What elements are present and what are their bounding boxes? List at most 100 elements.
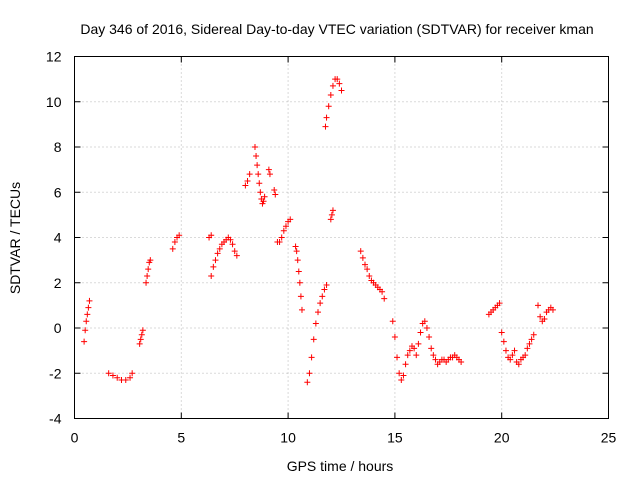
data-point: 15.7, -1 bbox=[406, 347, 413, 354]
data-point: 3.15, -0.3 bbox=[138, 331, 145, 338]
data-point: 14.9, 0.3 bbox=[389, 318, 396, 325]
data-point: 0.55, 0.3 bbox=[83, 318, 90, 325]
data-point: 9.15, 6.8 bbox=[266, 171, 273, 178]
data-point: 8.65, 6.4 bbox=[256, 180, 263, 187]
data-point: 9.7, 4 bbox=[278, 234, 285, 241]
data-point: 3.45, 2.6 bbox=[145, 266, 152, 273]
data-point: 15.4, -2.1 bbox=[400, 372, 407, 379]
data-point: 9.35, 6.1 bbox=[271, 186, 278, 193]
data-point: 0.7, 1.2 bbox=[86, 297, 93, 304]
data-point: 13.5, 3.1 bbox=[359, 254, 366, 261]
data-point: 10.65, 0.8 bbox=[298, 306, 305, 313]
data-point: 20, -0.2 bbox=[498, 329, 505, 336]
data-point: 3.4, 2.3 bbox=[144, 272, 151, 279]
data-point: 14.5, 1.3 bbox=[381, 295, 388, 302]
data-point: 7.6, 3.2 bbox=[233, 252, 240, 259]
data-point: 12.3, 11 bbox=[334, 76, 341, 83]
data-point: 6.6, 3 bbox=[212, 257, 219, 264]
data-point: 3.35, 2 bbox=[143, 279, 150, 286]
x-tick-label: 10 bbox=[280, 430, 296, 446]
data-point: 0.65, 0.9 bbox=[85, 304, 92, 311]
data-point: 15.9, -0.9 bbox=[411, 345, 418, 352]
data-point: 7.5, 3.4 bbox=[231, 248, 238, 255]
data-point: 0.6, 0.6 bbox=[84, 311, 91, 318]
plot-frame bbox=[74, 56, 609, 419]
data-point: 15.1, -1.3 bbox=[394, 354, 401, 361]
data-point: 9.6, 3.8 bbox=[276, 239, 283, 246]
data-point: 8.45, 8 bbox=[251, 144, 258, 150]
data-point: 16.4, 0.3 bbox=[421, 318, 428, 325]
data-point: 11.3, 0.2 bbox=[312, 320, 319, 327]
data-point: 0.45, -0.6 bbox=[81, 338, 88, 345]
data-point: 4.9, 4.1 bbox=[176, 232, 183, 239]
data-point: 4.7, 3.8 bbox=[171, 239, 178, 246]
data-point: 12.1, 5.2 bbox=[329, 207, 336, 214]
data-point: 10.1, 4.8 bbox=[287, 216, 294, 223]
data-point: 6.4, 2.3 bbox=[208, 272, 215, 279]
y-tick-label: -4 bbox=[49, 411, 62, 427]
data-point: 10.5, 2.5 bbox=[295, 268, 302, 275]
data-point: 21.7, 1 bbox=[535, 302, 542, 309]
data-point: 22.4, 0.8 bbox=[549, 306, 556, 313]
data-point: 20.1, -0.6 bbox=[500, 338, 507, 345]
data-point: 8.1, 6.5 bbox=[244, 177, 251, 184]
data-point: 11.8, 1.9 bbox=[323, 282, 330, 289]
y-tick-label: -2 bbox=[49, 365, 62, 381]
data-point: 2.7, -2 bbox=[129, 370, 136, 377]
data-point: 10.9, -2.4 bbox=[304, 379, 311, 386]
x-tick-label: 25 bbox=[601, 430, 617, 446]
data-point: 3.55, 3 bbox=[147, 257, 154, 264]
data-point: 3.1, -0.5 bbox=[137, 336, 144, 343]
data-point: 20.5, -1.2 bbox=[509, 352, 516, 359]
data-point: 8.55, 7.2 bbox=[254, 162, 261, 169]
data-point: 16.8, -1.2 bbox=[430, 352, 437, 359]
x-tick-label: 15 bbox=[387, 430, 403, 446]
x-tick-label: 5 bbox=[177, 430, 185, 446]
data-point: 11, -2 bbox=[306, 370, 313, 377]
data-point: 15, -0.4 bbox=[391, 334, 398, 341]
data-point: 12, 4.8 bbox=[327, 216, 334, 223]
x-axis-label: GPS time / hours bbox=[287, 458, 394, 474]
data-point: 20.4, -1.4 bbox=[507, 356, 514, 363]
data-point: 11.5, 1.1 bbox=[317, 300, 324, 307]
data-point: 6.4, 4.1 bbox=[208, 232, 215, 239]
data-point: 8.5, 7.6 bbox=[253, 153, 260, 160]
y-tick-label: 8 bbox=[54, 139, 62, 155]
x-tick-label: 20 bbox=[494, 430, 510, 446]
data-point: 10.6, 1.4 bbox=[297, 293, 304, 300]
data-point: 21.2, -0.9 bbox=[524, 345, 531, 352]
data-point: 2.4, -2.3 bbox=[122, 377, 129, 384]
y-axis-label: SDTVAR / TECUs bbox=[7, 182, 23, 294]
data-point: 10.4, 3.4 bbox=[293, 248, 300, 255]
data-point: 13.8, 2.3 bbox=[366, 272, 373, 279]
y-tick-label: 10 bbox=[46, 94, 62, 110]
data-point: 9.1, 7 bbox=[265, 166, 272, 173]
data-point: 6.8, 3.5 bbox=[216, 245, 223, 252]
data-point: 11.1, -1.3 bbox=[308, 354, 315, 361]
data-points: 0.45, -0.6 0.5, -0.1 0.55, 0.30.6, 0.60.65… bbox=[81, 76, 556, 386]
data-point: 16.5, 0 bbox=[423, 325, 430, 331]
data-point: 6.7, 3.3 bbox=[214, 250, 221, 257]
data-point: 10.45, 3 bbox=[294, 257, 301, 264]
data-point: 2, -2.2 bbox=[114, 374, 121, 381]
data-point: 15.6, -1.2 bbox=[404, 352, 411, 359]
x-tick-label: 0 bbox=[71, 430, 79, 446]
data-point: 0.5, -0.1 bbox=[82, 327, 89, 334]
data-point: 15.2, -2 bbox=[396, 370, 403, 377]
data-point: 20.8, -1.6 bbox=[515, 361, 522, 368]
data-point: 12.4, 10.8 bbox=[336, 80, 343, 87]
data-point: 8.85, 5.6 bbox=[260, 198, 267, 205]
data-point: 21.4, -0.5 bbox=[528, 336, 535, 343]
data-point: 19.9, 1.1 bbox=[496, 300, 503, 307]
data-point: 14.4, 1.6 bbox=[379, 288, 386, 295]
data-point: 8.6, 6.8 bbox=[255, 171, 262, 178]
data-point: 16.2, -0.2 bbox=[417, 329, 424, 336]
chart-title: Day 346 of 2016, Sidereal Day-to-day VTE… bbox=[80, 21, 593, 37]
data-point: 22, 0.4 bbox=[541, 315, 548, 322]
data-point: 11.75, 8.9 bbox=[322, 123, 329, 130]
data-point: 11.2, -0.5 bbox=[310, 336, 317, 343]
data-point: 4.6, 3.5 bbox=[169, 245, 176, 252]
data-point: 11.4, 0.7 bbox=[315, 309, 322, 316]
data-point: 18.1, -1.5 bbox=[458, 358, 465, 365]
data-point: 15.5, -1.6 bbox=[402, 361, 409, 368]
